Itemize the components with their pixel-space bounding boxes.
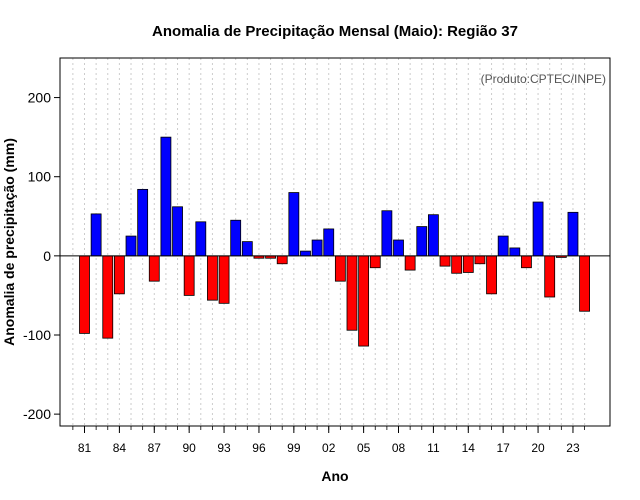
bar-86 (137, 188, 149, 257)
bar-03 (334, 255, 346, 282)
y-axis-label: Anomalia de precipitação (mm) (1, 138, 17, 346)
bar-12 (439, 255, 451, 267)
x-tick-label: 20 (531, 441, 545, 455)
bar-19 (521, 255, 532, 269)
bar-00 (300, 250, 311, 257)
x-tick-label: 23 (566, 441, 580, 455)
credit-label: (Produto:CPTEC/INPE) (481, 72, 606, 86)
bar-09 (404, 255, 416, 271)
bar-16 (486, 255, 497, 295)
x-tick-label: 05 (357, 441, 371, 455)
bar-87 (148, 255, 160, 282)
x-tick-label: 08 (392, 441, 406, 455)
bar-99 (288, 192, 300, 257)
plot-area-border (59, 57, 611, 427)
y-tick-label: -100 (23, 327, 51, 343)
bar-10 (416, 226, 428, 257)
bar-84 (113, 255, 125, 295)
bar-08 (393, 239, 404, 257)
x-tick-label: 02 (322, 441, 336, 455)
bar-02 (323, 228, 335, 257)
bar-88 (160, 136, 172, 257)
x-tick-label: 99 (287, 441, 301, 455)
x-tick-label: 11 (427, 441, 440, 455)
x-tick-label: 93 (217, 441, 231, 455)
bar-11 (427, 214, 439, 257)
x-tick-label: 84 (113, 441, 127, 455)
y-tick-label: 200 (28, 90, 52, 106)
bar-13 (451, 255, 463, 274)
x-tick-label: 87 (148, 441, 162, 455)
bar-98 (276, 255, 288, 265)
y-tick-label: -200 (23, 406, 51, 422)
chart-title: Anomalia de Precipitação Mensal (Maio): … (152, 23, 518, 40)
bar-15 (474, 255, 486, 265)
bar-94 (230, 219, 242, 257)
bar-04 (346, 255, 358, 331)
x-tick-label: 14 (462, 441, 476, 455)
x-tick-label: 17 (497, 441, 511, 455)
bar-18 (509, 247, 521, 257)
axes: -200 -100 0 100 200 81 84 87 90 93 96 99 02 05 08 11 14 1… (23, 90, 610, 455)
bar-01 (311, 239, 323, 257)
bar-23 (567, 211, 579, 257)
x-tick-label: 90 (182, 441, 196, 455)
x-tick-label: 81 (78, 441, 92, 455)
bar-81 (79, 255, 90, 334)
bar-21 (544, 255, 556, 298)
x-axis-label: Ano (321, 468, 348, 484)
bar-85 (125, 235, 137, 257)
bar-07 (381, 210, 393, 257)
y-tick-label: 0 (43, 248, 51, 264)
bar-92 (207, 255, 218, 301)
y-tick-label: 100 (28, 169, 52, 185)
bar-17 (497, 235, 509, 257)
bar-20 (532, 201, 544, 257)
bar-14 (462, 255, 474, 273)
x-tick-label: 96 (252, 441, 266, 455)
bar-82 (90, 213, 102, 257)
bar-90 (183, 255, 195, 296)
bar-95 (241, 241, 253, 257)
bar-93 (218, 255, 230, 304)
bar-24 (579, 255, 590, 312)
grid-lines (72, 58, 586, 426)
bar-83 (102, 255, 114, 339)
bar-89 (172, 206, 183, 257)
bars (79, 136, 590, 347)
bar-91 (195, 221, 207, 257)
bar-05 (358, 255, 370, 347)
bar-06 (369, 255, 381, 269)
